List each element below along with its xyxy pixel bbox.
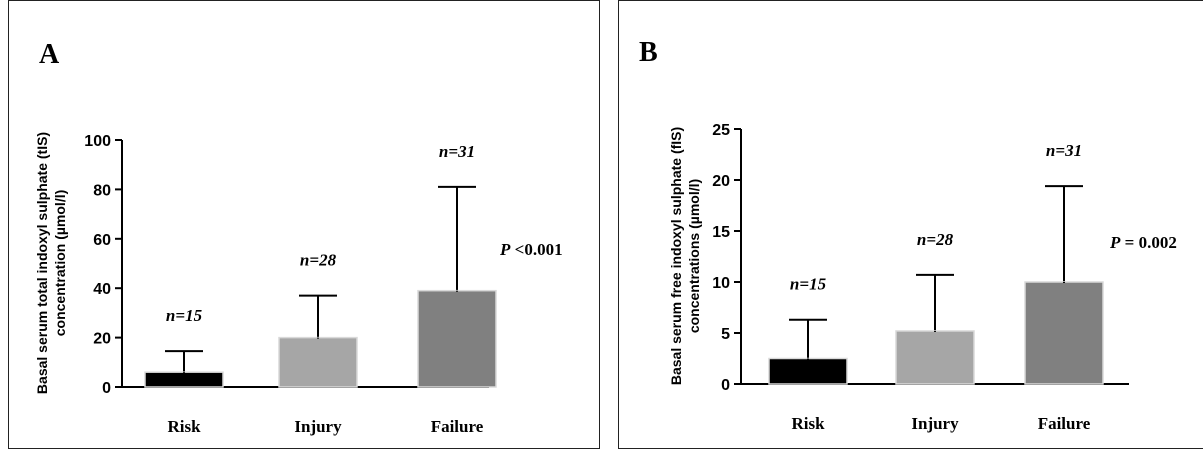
y-axis-label: Basal serum total indoxyl sulphate (tIS) <box>34 132 50 394</box>
n-label: n=31 <box>439 142 475 161</box>
x-tick-label: Risk <box>791 414 825 433</box>
y-tick-label: 20 <box>712 173 730 190</box>
x-tick-label: Injury <box>294 417 342 436</box>
n-label: n=31 <box>1046 141 1082 160</box>
p-value-label: P = 0.002 <box>1109 233 1177 252</box>
bar-risk <box>144 371 224 388</box>
chart-a-svg: A Basal serum total indoxyl sulphate (tIS… <box>34 39 563 436</box>
n-label: n=15 <box>166 306 203 325</box>
y-tick-label: 5 <box>721 326 730 343</box>
n-label: n=15 <box>790 275 827 294</box>
p-value-text: = 0.002 <box>1120 233 1176 252</box>
y-tick-label: 15 <box>712 224 730 241</box>
y-tick-label: 80 <box>93 182 111 199</box>
panel-label: B <box>639 37 658 68</box>
panel-label: A <box>39 39 60 70</box>
x-tick-label: Injury <box>911 414 959 433</box>
y-tick-label: 0 <box>102 380 111 397</box>
x-tick-label: Failure <box>1038 414 1091 433</box>
y-axis-label: Basal serum free indoxyl sulphate (fIS) <box>668 127 684 385</box>
y-tick-label: 100 <box>84 133 111 150</box>
y-tick-label: 10 <box>712 275 730 292</box>
y-axis-label-line2: concentration (µmol/l) <box>52 190 68 337</box>
y-tick-label: 25 <box>712 122 730 139</box>
chart-b-svg: B Basal serum free indoxyl sulphate (fIS)… <box>639 37 1177 433</box>
chart-panel-a: A Basal serum total indoxyl sulphate (tIS… <box>8 0 600 449</box>
p-value-label: P <0.001 <box>499 240 563 259</box>
p-value-text: <0.001 <box>510 240 562 259</box>
y-axis-label-line2: concentrations (µmol/l) <box>686 179 702 333</box>
n-label: n=28 <box>917 230 954 249</box>
y-tick-label: 20 <box>93 331 111 348</box>
bar-failure <box>1024 281 1104 385</box>
x-tick-label: Failure <box>431 417 484 436</box>
bar-risk <box>768 357 848 385</box>
x-tick-label: Risk <box>167 417 201 436</box>
bar-injury <box>895 330 975 385</box>
p-value-symbol: P <box>499 240 511 259</box>
y-tick-label: 60 <box>93 232 111 249</box>
p-value-symbol: P <box>1109 233 1121 252</box>
n-label: n=28 <box>300 251 337 270</box>
y-tick-label: 0 <box>721 377 730 394</box>
bar-injury <box>278 336 358 388</box>
bar-failure <box>417 289 497 388</box>
y-tick-label: 40 <box>93 281 111 298</box>
chart-panel-b: B Basal serum free indoxyl sulphate (fIS)… <box>618 0 1203 449</box>
